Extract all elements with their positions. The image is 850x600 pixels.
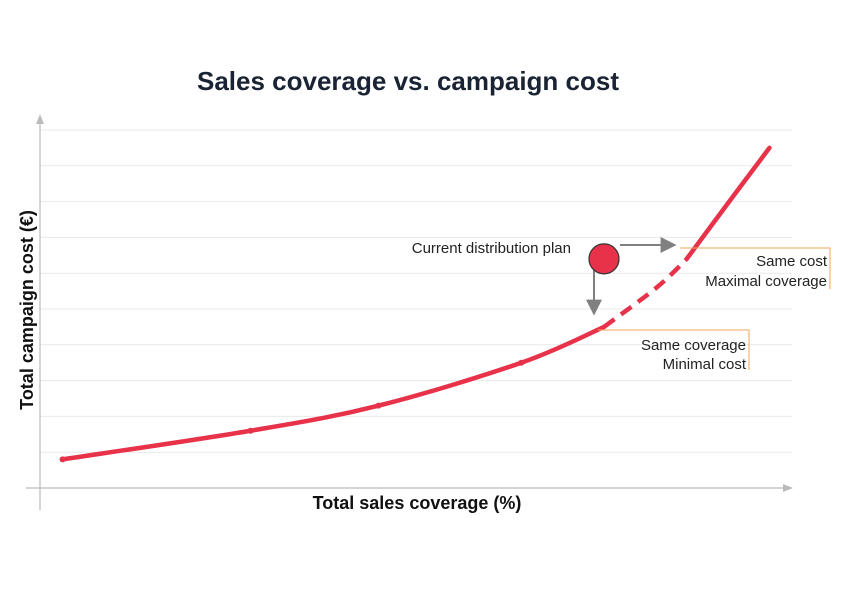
chart-title: Sales coverage vs. campaign cost — [197, 66, 619, 96]
curve-point — [59, 456, 66, 463]
y-axis-arrow-icon — [36, 114, 44, 124]
gridlines — [40, 129, 792, 453]
current-plan-label: Current distribution plan — [412, 240, 571, 257]
x-axis-label: Total sales coverage (%) — [313, 493, 522, 513]
y-axis-label: Total campaign cost (€) — [17, 210, 37, 410]
current-plan-marker — [588, 243, 620, 275]
annotation-line: Maximal coverage — [705, 273, 827, 290]
cost-curve-solid-upper — [684, 145, 772, 262]
annotation-bracket — [598, 329, 750, 370]
curve-markers — [59, 359, 525, 463]
cost-curve-solid — [60, 324, 607, 462]
annotation-same-cost: Same cost Maximal coverage — [680, 247, 831, 290]
annotation-line: Minimal cost — [663, 356, 747, 373]
x-axis-arrow-icon — [783, 484, 793, 492]
curve-point — [375, 402, 382, 409]
annotation-line: Same coverage — [641, 337, 746, 354]
curve-point — [518, 359, 525, 366]
annotation-line: Same cost — [756, 253, 828, 270]
annotation-bracket — [680, 247, 831, 289]
curve-point — [247, 427, 254, 434]
annotation-same-coverage: Same coverage Minimal cost — [598, 329, 750, 373]
cost-curve-dashed — [602, 257, 689, 329]
